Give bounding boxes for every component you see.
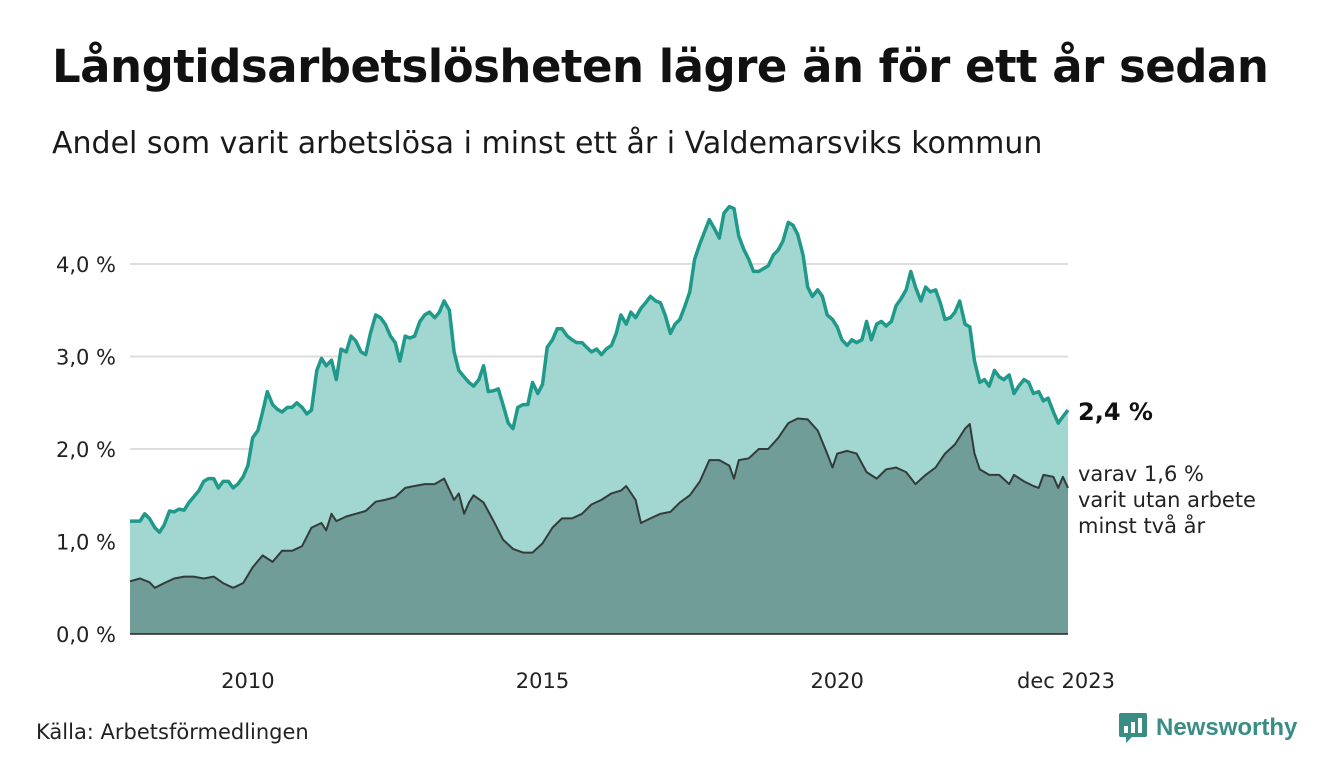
area-unemployed-two-years bbox=[130, 418, 1068, 634]
x-tick-label: 2010 bbox=[221, 669, 274, 693]
brand-name: Newsworthy bbox=[1156, 714, 1298, 741]
x-tick-label: 2020 bbox=[810, 669, 863, 693]
source-note: Källa: Arbetsförmedlingen bbox=[36, 720, 309, 744]
newsworthy-icon bbox=[1119, 713, 1147, 743]
y-tick-label: 1,0 % bbox=[56, 531, 116, 555]
brand-logo[interactable]: Newsworthy bbox=[1118, 712, 1297, 744]
x-tick-label: 2015 bbox=[516, 669, 569, 693]
line-unemployed-two-years bbox=[129, 417, 1069, 589]
chart-subtitle: Andel som varit arbetslösa i minst ett å… bbox=[52, 126, 1043, 161]
y-tick-label: 4,0 % bbox=[56, 253, 116, 277]
y-tick-label: 3,0 % bbox=[56, 346, 116, 370]
end-label-sub-line: varav 1,6 % bbox=[1078, 462, 1204, 486]
y-tick-label: 0,0 % bbox=[56, 623, 116, 647]
y-tick-label: 2,0 % bbox=[56, 438, 116, 462]
end-label-sub: varav 1,6 % varit utan arbete minst två år bbox=[1078, 462, 1256, 538]
line-long-term-unemployed bbox=[130, 204, 1070, 535]
end-label-sub-line: minst två år bbox=[1078, 513, 1206, 538]
x-tick-label: dec 2023 bbox=[1017, 669, 1115, 693]
chart-title: Långtidsarbetslösheten lägre än för ett … bbox=[52, 40, 1269, 93]
end-label-sub-line: varit utan arbete bbox=[1078, 488, 1256, 512]
y-axis: 0,0 % 1,0 % 2,0 % 3,0 % 4,0 % bbox=[56, 253, 116, 647]
end-label-main: 2,4 % bbox=[1078, 398, 1153, 426]
x-axis: 2010 2015 2020 dec 2023 bbox=[221, 669, 1115, 693]
